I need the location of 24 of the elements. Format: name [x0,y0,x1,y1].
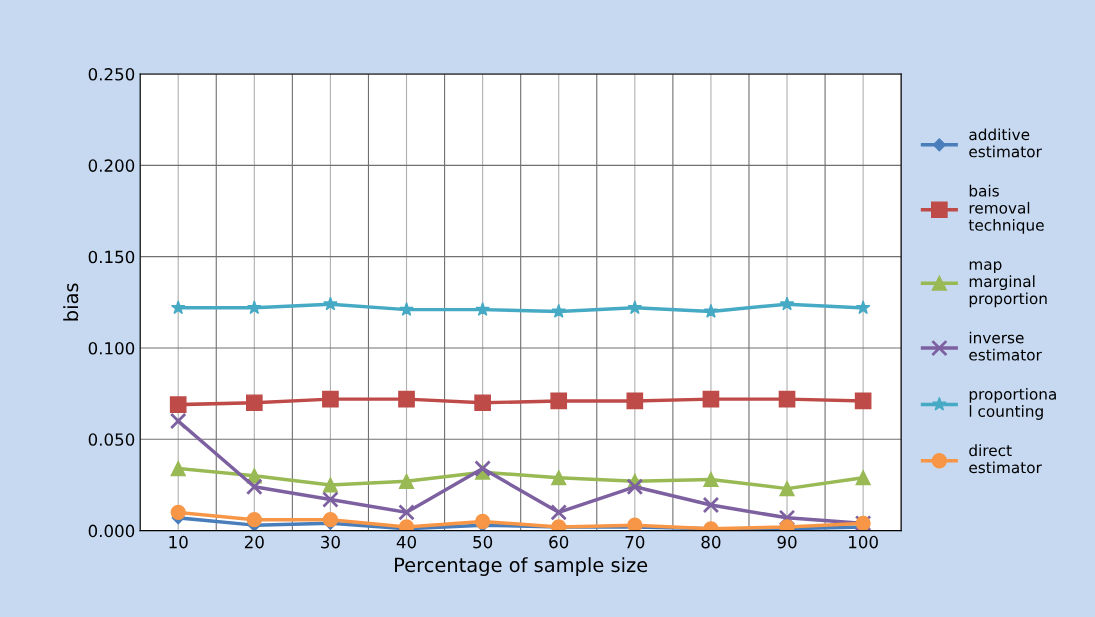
x-tick-label: 60 [549,535,569,549]
y-tick-label: 0.250 [88,68,135,81]
x-tick-label: 30 [321,535,340,549]
x-tick-label: 70 [625,535,645,549]
y-tick-label: 0.200 [88,159,135,172]
x-tick-label: 20 [244,535,264,549]
x-tick-label: 10 [169,535,188,549]
y-tick-label: 0.050 [88,433,135,446]
y-axis-title: bias [63,283,79,321]
x-tick-label: 80 [701,535,721,549]
legend-label: proportiona l counting [969,388,1056,420]
x-tick-label: 100 [849,535,878,549]
legend-label: direct estimator [969,444,1042,474]
x-tick-label: 50 [473,535,493,549]
y-tick-label: 0.100 [88,341,135,355]
legend-label: inverse estimator [969,331,1042,361]
x-tick-label: 40 [396,535,417,549]
legend-label: map marginal proportion [969,261,1047,308]
y-tick-label: 0.150 [88,250,135,264]
x-axis-title: Percentage of sample size [395,557,648,576]
y-tick-label: 0.000 [88,524,135,538]
legend-label: additive estimator [969,128,1042,158]
x-tick-label: 90 [777,535,797,549]
legend-label: bais removal technique [968,184,1044,234]
